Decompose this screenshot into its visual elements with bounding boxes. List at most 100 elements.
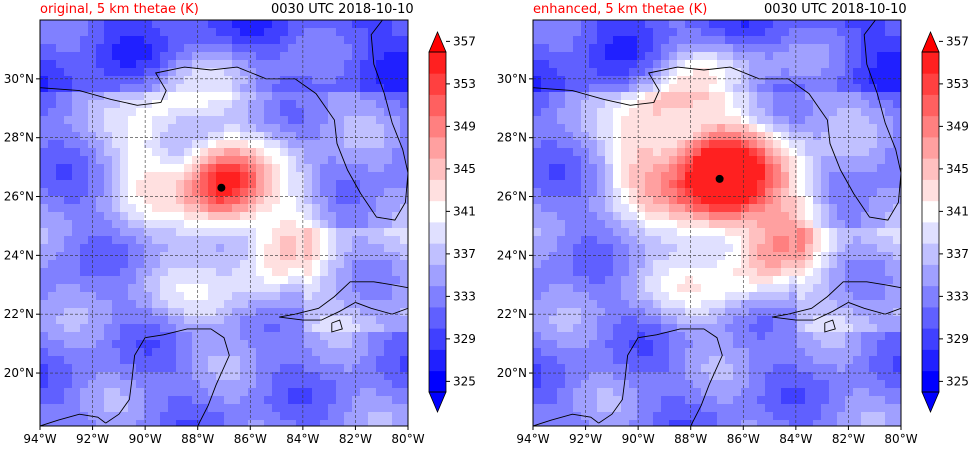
colorbar-tick-label: 341	[946, 204, 969, 218]
colorbar-segment	[429, 222, 446, 244]
colorbar-segment	[429, 73, 446, 95]
coastline-cuba	[279, 281, 408, 321]
coastline-yucatan	[598, 328, 723, 426]
colorbar-segment	[922, 222, 939, 244]
colorbar-segment	[922, 285, 939, 308]
colorbar-segment	[922, 115, 939, 138]
map-frame	[39, 19, 409, 427]
thetae-field	[533, 20, 901, 426]
panel-left-title: original, 5 km thetae (K)	[40, 2, 199, 17]
colorbar-segment	[922, 328, 939, 350]
coastline-gulf	[40, 20, 408, 221]
colorbar-tick-label: 337	[453, 247, 476, 261]
colorbar-segment	[922, 73, 939, 95]
y-tick-label: 28°N	[497, 131, 527, 145]
coastline-cuba	[772, 281, 901, 321]
colorbar-segment	[922, 370, 939, 393]
colorbar-segment	[922, 243, 939, 265]
colorbar-tick-label: 349	[946, 119, 969, 133]
colorbar-tick-label: 329	[946, 332, 969, 346]
colorbar-tick-label: 329	[453, 332, 476, 346]
colorbar-extend-min	[428, 391, 447, 414]
colorbar-tick-label: 353	[453, 77, 476, 91]
x-tick-label: 80°W	[391, 432, 424, 446]
colorbar-extend-min	[921, 391, 940, 414]
x-tick-label: 92°W	[76, 432, 109, 446]
y-tick-label: 28°N	[4, 131, 34, 145]
colorbar-tick-label: 357	[946, 34, 969, 48]
x-tick-label: 82°W	[339, 432, 372, 446]
colorbar-tick-label: 325	[453, 374, 476, 388]
x-tick-label: 80°W	[884, 432, 917, 446]
x-tick-label: 90°W	[622, 432, 655, 446]
colorbar-segment	[429, 115, 446, 138]
y-tick-label: 22°N	[4, 307, 34, 321]
coastline-isle	[331, 319, 343, 333]
colorbar: 325 329 333 337 341 345 349 353 357	[428, 30, 476, 414]
map-panel-original: 94°W 92°W 90°W 88°W 86°W 84°W 82°W 80°W 20°N 22°N…	[4, 19, 476, 446]
colorbar-tick-label: 345	[453, 162, 476, 176]
colorbar-segment	[922, 94, 939, 117]
colorbar-segment	[922, 264, 939, 287]
colorbar-segment	[922, 179, 939, 202]
y-tick-label: 20°N	[4, 366, 34, 380]
colorbar-tick-label: 333	[453, 289, 476, 303]
coastline-mexico	[40, 413, 106, 426]
x-tick-label: 86°W	[234, 432, 267, 446]
colorbar-segment	[429, 243, 446, 265]
colorbar-segment	[922, 200, 939, 223]
colorbar-frame	[428, 51, 447, 393]
y-tick-label: 26°N	[4, 190, 34, 204]
x-tick-label: 84°W	[286, 432, 319, 446]
colorbar-segment	[429, 285, 446, 308]
colorbar-segment	[922, 158, 939, 180]
x-tick-label: 82°W	[832, 432, 865, 446]
y-tick-label: 30°N	[497, 72, 527, 86]
x-tick-label: 94°W	[23, 432, 56, 446]
x-tick-label: 86°W	[727, 432, 760, 446]
colorbar-segment	[429, 94, 446, 117]
colorbar-segment	[429, 328, 446, 350]
panel-right-time: 0030 UTC 2018-10-10	[764, 2, 907, 17]
colorbar-segment	[922, 307, 939, 329]
y-tick-label: 24°N	[497, 248, 527, 262]
x-tick-label: 94°W	[516, 432, 549, 446]
colorbar-segment	[429, 370, 446, 393]
colorbar-segment	[429, 307, 446, 329]
colorbar-segment	[429, 52, 446, 74]
y-tick-label: 24°N	[4, 248, 34, 262]
colorbar-segment	[429, 137, 446, 159]
colorbar-tick-label: 325	[946, 374, 969, 388]
storm-center-marker	[217, 183, 226, 192]
storm-center-marker	[715, 174, 724, 183]
coastline-yucatan	[105, 328, 230, 426]
colorbar-segment	[922, 349, 939, 372]
x-tick-label: 90°W	[129, 432, 162, 446]
coastline-mexico	[533, 413, 599, 426]
colorbar: 325 329 333 337 341 345 349 353 357	[921, 30, 969, 414]
colorbar-tick-label: 353	[946, 77, 969, 91]
colorbar-extend-max	[428, 30, 447, 53]
coastline-gulf	[533, 20, 901, 221]
colorbar-segment	[429, 264, 446, 287]
x-tick-label: 88°W	[674, 432, 707, 446]
colorbar-tick-label: 357	[453, 34, 476, 48]
colorbar-tick-label: 341	[453, 204, 476, 218]
x-tick-label: 88°W	[181, 432, 214, 446]
colorbar-segment	[922, 52, 939, 74]
colorbar-segment	[429, 200, 446, 223]
colorbar-tick-label: 337	[946, 247, 969, 261]
map-panel-enhanced: 94°W 92°W 90°W 88°W 86°W 84°W 82°W 80°W 20°N 22°N…	[497, 19, 969, 446]
map-frame	[532, 19, 902, 427]
x-tick-label: 92°W	[569, 432, 602, 446]
colorbar-segment	[429, 179, 446, 202]
y-tick-label: 22°N	[497, 307, 527, 321]
y-tick-label: 30°N	[4, 72, 34, 86]
colorbar-segment	[429, 158, 446, 180]
y-tick-label: 26°N	[497, 190, 527, 204]
colorbar-tick-label: 333	[946, 289, 969, 303]
thetae-field	[40, 20, 408, 426]
x-tick-label: 84°W	[779, 432, 812, 446]
colorbar-tick-label: 349	[453, 119, 476, 133]
